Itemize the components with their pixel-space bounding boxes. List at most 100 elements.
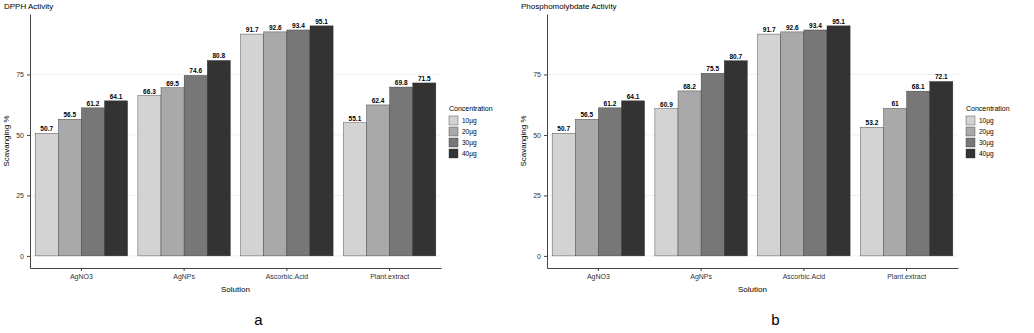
- y-axis-title: Scavanging %: [519, 115, 528, 166]
- x-tick-mark: [803, 268, 804, 271]
- legend-title: Concentration: [449, 105, 493, 112]
- data-label: 93.4: [809, 22, 822, 29]
- x-tick-label: Ascorbic.Acid: [783, 273, 826, 280]
- chart-title: Phosphomolybdate Activity: [521, 2, 617, 11]
- data-label: 92.6: [786, 24, 799, 31]
- legend-label: 10µg: [979, 117, 994, 125]
- chart-panel: 50.760.991.753.256.568.292.66161.275.593…: [519, 2, 1010, 328]
- data-label: 74.6: [189, 67, 202, 74]
- bar: [367, 105, 390, 256]
- data-label: 71.5: [418, 75, 431, 82]
- y-tick-label: 0: [20, 253, 24, 260]
- y-tick-label: 25: [16, 192, 24, 199]
- bar: [758, 34, 781, 256]
- x-tick: Plant.extract: [887, 268, 926, 280]
- x-tick-mark: [598, 268, 599, 271]
- x-tick-label: Plant.extract: [370, 273, 409, 280]
- x-axis-title: Solution: [221, 285, 250, 294]
- x-tick: Ascorbic.Acid: [783, 268, 826, 280]
- x-tick: AgNO3: [587, 268, 610, 281]
- bars: [35, 26, 436, 256]
- bar: [701, 73, 724, 256]
- data-label: 91.7: [763, 26, 776, 33]
- legend-label: 40µg: [979, 150, 994, 158]
- bar: [678, 91, 701, 256]
- y-tick-label: 0: [537, 253, 541, 260]
- y-tick-mark: [27, 195, 30, 196]
- grid-line: [30, 74, 441, 75]
- data-label: 61: [891, 100, 899, 107]
- bar: [724, 61, 747, 256]
- x-tick-mark: [286, 268, 287, 271]
- data-label: 80.7: [729, 53, 742, 60]
- bar: [907, 91, 930, 256]
- data-label: 62.4: [372, 97, 385, 104]
- bar: [575, 119, 598, 256]
- data-label: 66.3: [143, 88, 156, 95]
- bar: [552, 133, 575, 256]
- data-labels: 50.760.991.753.256.568.292.66161.275.593…: [557, 18, 948, 132]
- bar: [413, 83, 436, 256]
- bar: [161, 88, 184, 256]
- x-tick-label: AgNPs: [173, 273, 195, 281]
- legend-label: 30µg: [979, 139, 994, 147]
- data-label: 69.5: [166, 80, 179, 87]
- y-tick-label: 75: [533, 71, 541, 78]
- bar: [81, 108, 104, 256]
- data-label: 53.2: [866, 119, 879, 126]
- data-label: 56.5: [63, 111, 76, 118]
- y-axis: 0255075: [533, 15, 547, 269]
- x-tick-label: Plant.extract: [887, 273, 926, 280]
- bar: [781, 32, 804, 256]
- bar: [287, 30, 310, 256]
- y-tick-mark: [544, 135, 547, 136]
- panel-label: a: [254, 311, 263, 328]
- x-tick-mark: [81, 268, 82, 271]
- bar: [884, 108, 907, 256]
- bar: [827, 26, 850, 256]
- legend-label: 20µg: [462, 128, 477, 136]
- data-label: 61.2: [604, 100, 617, 107]
- data-label: 93.4: [292, 22, 305, 29]
- data-label: 61.2: [87, 100, 100, 107]
- data-label: 95.1: [832, 18, 845, 25]
- data-label: 95.1: [315, 18, 328, 25]
- data-label: 55.1: [349, 115, 362, 122]
- grid-line: [547, 74, 958, 75]
- y-tick: 0: [537, 253, 547, 260]
- x-tick-mark: [701, 268, 702, 271]
- y-tick: 25: [533, 192, 547, 199]
- data-label: 64.1: [110, 93, 123, 100]
- bar: [241, 34, 264, 256]
- bar: [930, 81, 953, 255]
- x-tick-label: AgNO3: [587, 273, 610, 281]
- bar: [207, 60, 230, 255]
- bar: [264, 32, 287, 256]
- legend-title: Concentration: [966, 105, 1010, 112]
- x-axis: AgNO3AgNPsAscorbic.AcidPlant.extract: [548, 268, 959, 281]
- data-label: 92.6: [269, 24, 282, 31]
- x-tick-mark: [906, 268, 907, 271]
- y-tick-mark: [544, 256, 547, 257]
- legend-label: 20µg: [979, 128, 994, 136]
- data-label: 72.1: [935, 73, 948, 80]
- x-tick-label: Ascorbic.Acid: [266, 273, 309, 280]
- legend-swatch: [449, 127, 458, 136]
- y-tick: 75: [533, 71, 547, 78]
- chart-panel: 50.766.391.755.156.569.592.662.461.274.6…: [2, 2, 493, 328]
- grid: [547, 74, 958, 255]
- x-tick: Ascorbic.Acid: [266, 268, 309, 280]
- y-tick-mark: [27, 135, 30, 136]
- x-tick-label: AgNO3: [70, 273, 93, 281]
- data-label: 68.1: [912, 83, 925, 90]
- y-tick-label: 25: [533, 192, 541, 199]
- figure: 50.7 66.3 91.7 55.1 56.5 69.5 92.6 62.4 61.2 74.6…: [0, 0, 1034, 333]
- x-tick: AgNPs: [173, 268, 195, 281]
- plot-background: [547, 14, 958, 268]
- data-label: 50.7: [40, 125, 53, 132]
- data-label: 60.9: [660, 101, 673, 108]
- legend-swatch: [966, 138, 975, 147]
- x-tick: AgNO3: [70, 268, 93, 281]
- y-axis: 0255075: [16, 15, 30, 269]
- bar: [310, 26, 333, 256]
